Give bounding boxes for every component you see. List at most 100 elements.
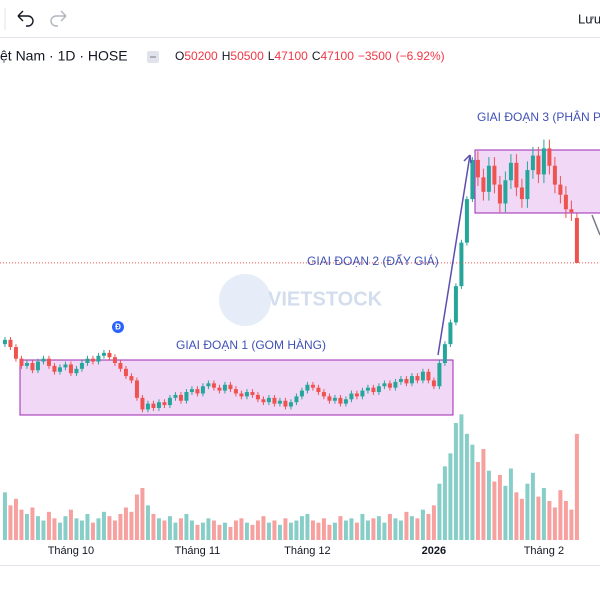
x-tick-label: Tháng 2	[524, 545, 564, 557]
volume-bar	[541, 488, 546, 540]
volume-bar	[41, 520, 46, 540]
volume-bar	[19, 509, 24, 540]
volume-bar	[316, 522, 321, 540]
candle-body	[85, 358, 90, 364]
candle-body	[294, 396, 299, 403]
volume-bar	[415, 518, 420, 540]
ohlc-letter: H	[221, 49, 231, 63]
candle-body	[178, 394, 183, 401]
candle-body	[239, 393, 244, 397]
change-percent: (−6.92%)	[395, 49, 445, 63]
volume-bar	[349, 518, 354, 540]
volume-bar	[123, 507, 128, 540]
phase-arrow	[591, 214, 600, 236]
candle-body	[514, 162, 519, 188]
volume-bar	[167, 516, 172, 540]
candle-body	[305, 384, 310, 391]
undo-button[interactable]	[17, 10, 34, 27]
volume-bar	[563, 501, 568, 540]
volume-bar	[96, 518, 101, 540]
candle-body	[332, 397, 337, 401]
candle-body	[354, 393, 359, 397]
volume-bar	[437, 483, 442, 540]
candle-body	[497, 184, 502, 204]
candle-body	[156, 402, 161, 408]
watermark-logo	[219, 274, 271, 326]
redo-button[interactable]	[50, 10, 67, 27]
volume-bar	[74, 518, 79, 540]
candle-body	[464, 199, 469, 243]
ohlc-letter: O	[175, 49, 185, 63]
candle-body	[409, 376, 414, 384]
volume-bar	[327, 524, 332, 540]
volume-bar	[228, 527, 233, 540]
volume-bar	[360, 514, 365, 540]
volume-bar	[211, 520, 216, 540]
volume-bar	[134, 494, 139, 540]
candle-body	[365, 387, 370, 391]
candle-body	[112, 357, 117, 364]
volume-bar	[464, 433, 469, 540]
volume-bar	[217, 524, 222, 540]
volume-bar	[239, 518, 244, 540]
volume-bar	[305, 514, 310, 540]
ohlc-value: 50200	[184, 49, 218, 63]
candle-body	[525, 170, 530, 200]
candle-body	[74, 368, 79, 374]
candle-body	[272, 397, 277, 404]
candle-body	[8, 339, 13, 348]
volume-bar	[310, 520, 315, 540]
candle-body	[211, 383, 216, 388]
volume-bar	[393, 518, 398, 540]
candle-body	[442, 344, 447, 364]
volume-bar	[431, 505, 436, 540]
volume-bar	[156, 518, 161, 540]
arrow-head	[463, 154, 472, 164]
save-button[interactable]: Lưu	[578, 11, 600, 26]
candle-body	[107, 352, 112, 358]
candle-body	[420, 371, 425, 381]
volume-bar	[398, 520, 403, 540]
candle-body	[244, 392, 249, 397]
volume-bar	[283, 518, 288, 540]
candle-body	[536, 155, 541, 175]
volume-bar	[459, 414, 464, 540]
volume-bar	[508, 468, 513, 540]
volume-bar	[57, 522, 62, 540]
volume-bar	[409, 516, 414, 540]
candle-body	[63, 364, 68, 368]
volume-bar	[486, 470, 491, 540]
candle-body	[200, 386, 205, 394]
ohlc-value: 47100	[320, 49, 354, 63]
volume-bar	[481, 449, 486, 540]
candle-body	[140, 397, 145, 410]
candle-body	[101, 352, 106, 356]
candle-body	[255, 394, 260, 400]
volume-bar	[8, 505, 13, 540]
event-marker[interactable]	[112, 321, 124, 333]
volume-bar	[569, 509, 574, 540]
change-value: −3500	[357, 49, 392, 63]
volume-bar	[547, 501, 552, 540]
volume-bar	[107, 516, 112, 540]
volume-bar	[365, 520, 370, 540]
volume-bar	[63, 516, 68, 540]
volume-bar	[101, 511, 106, 540]
candle-body	[563, 194, 568, 210]
candle-body	[129, 376, 134, 381]
volume-bar	[338, 516, 343, 540]
candle-body	[35, 361, 40, 371]
candle-body	[206, 383, 211, 387]
candle-body	[574, 217, 579, 263]
candle-body	[343, 399, 348, 404]
ohlc-value: 47100	[274, 49, 308, 63]
candle-body	[453, 286, 458, 323]
volume-bar	[178, 518, 183, 540]
candle-body	[151, 403, 156, 408]
volume-bar	[497, 475, 502, 540]
volume-bar	[354, 522, 359, 540]
volume-bar	[173, 522, 178, 540]
volume-bar	[558, 490, 563, 540]
volume-bar	[79, 520, 84, 540]
